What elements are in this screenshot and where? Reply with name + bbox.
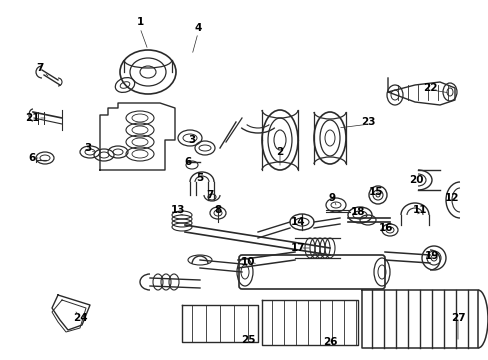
- Text: 9: 9: [328, 193, 335, 203]
- Text: 26: 26: [322, 337, 337, 347]
- Text: 15: 15: [368, 187, 383, 197]
- Text: 7: 7: [36, 63, 43, 73]
- Text: 4: 4: [194, 23, 201, 33]
- Text: 27: 27: [450, 313, 465, 323]
- Text: 20: 20: [408, 175, 423, 185]
- Text: 25: 25: [240, 335, 255, 345]
- Text: 19: 19: [424, 251, 438, 261]
- Text: 10: 10: [240, 257, 255, 267]
- Text: 22: 22: [422, 83, 436, 93]
- Text: 12: 12: [444, 193, 458, 203]
- Text: 3: 3: [188, 135, 195, 145]
- Text: 24: 24: [73, 313, 87, 323]
- Text: 2: 2: [276, 147, 283, 157]
- Text: 5: 5: [196, 173, 203, 183]
- Text: 7: 7: [206, 190, 213, 200]
- Text: 18: 18: [350, 207, 365, 217]
- Text: 8: 8: [214, 205, 221, 215]
- Text: 3: 3: [84, 143, 91, 153]
- Text: 16: 16: [378, 223, 392, 233]
- Text: 23: 23: [360, 117, 374, 127]
- Text: 17: 17: [290, 243, 305, 253]
- Text: 11: 11: [412, 205, 427, 215]
- Text: 6: 6: [28, 153, 36, 163]
- Text: 1: 1: [136, 17, 143, 27]
- Text: 6: 6: [184, 157, 191, 167]
- Text: 13: 13: [170, 205, 185, 215]
- Text: 21: 21: [25, 113, 39, 123]
- Text: 14: 14: [290, 217, 305, 227]
